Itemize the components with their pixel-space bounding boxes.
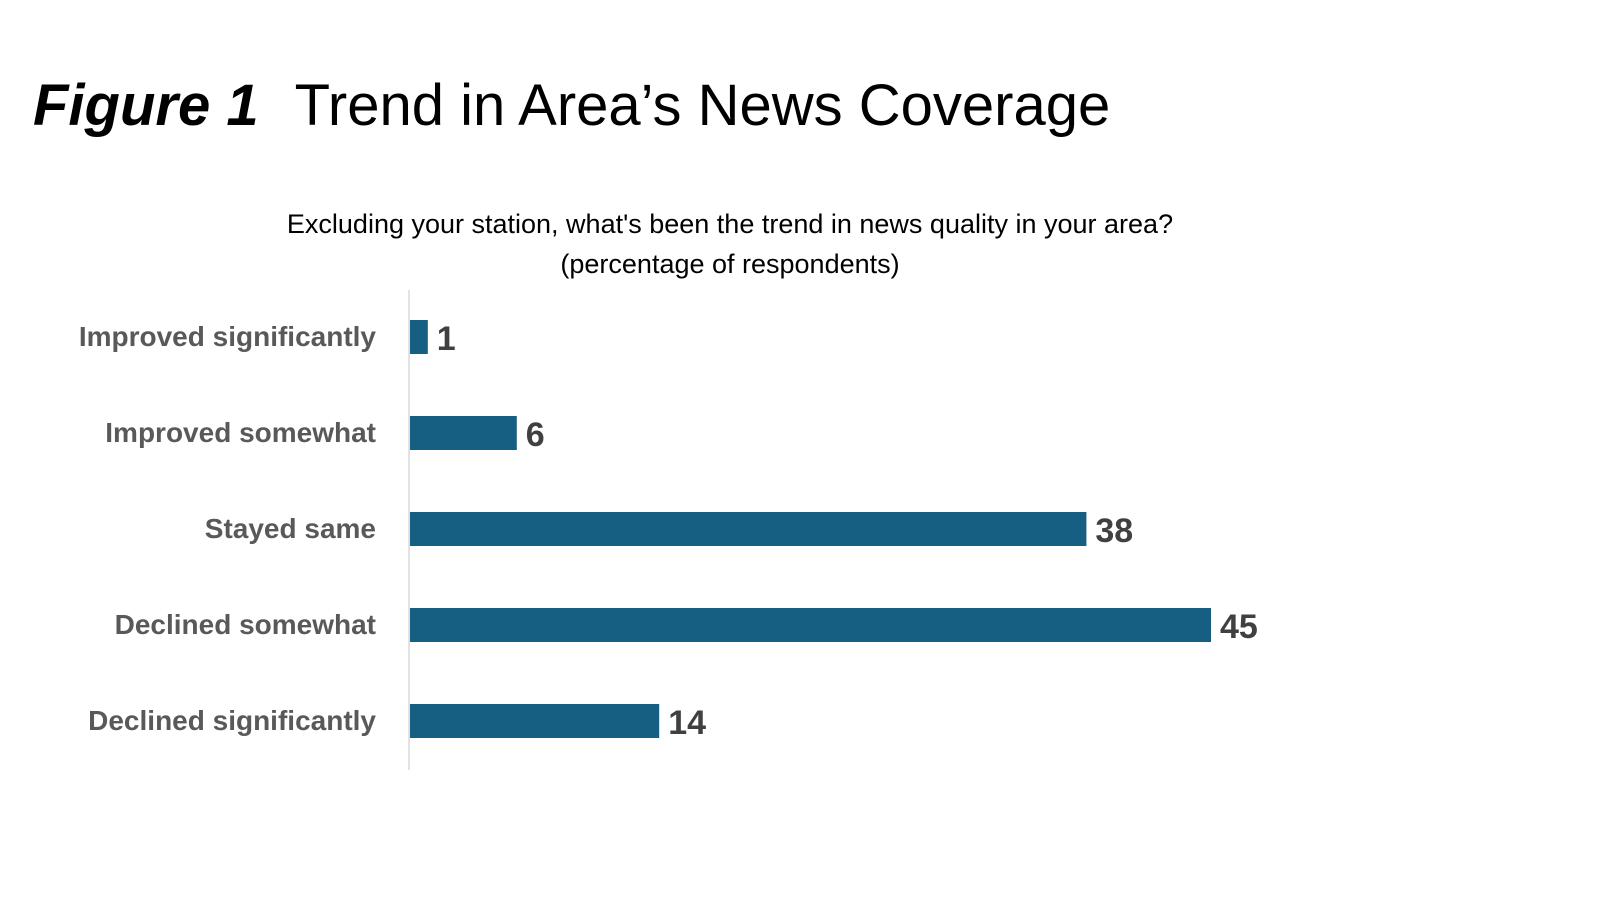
chart-subtitle: Excluding your station, what's been the … (0, 204, 1460, 284)
data-label: 6 (526, 416, 545, 454)
data-label: 38 (1095, 512, 1133, 550)
figure-label: Figure 1 (33, 73, 259, 138)
category-label: Declined significantly (88, 705, 376, 736)
data-label: 45 (1220, 608, 1258, 646)
category-label: Improved somewhat (105, 417, 376, 448)
bar (410, 320, 428, 354)
category-label: Declined somewhat (115, 609, 376, 640)
category-label: Improved significantly (79, 321, 377, 352)
figure-title-text: Trend in Area’s News Coverage (294, 73, 1111, 138)
bar (410, 704, 660, 738)
subtitle-line-1: Excluding your station, what's been the … (286, 209, 1174, 239)
bar (410, 416, 517, 450)
figure-title: Figure 1 Trend in Area’s News Coverage (33, 72, 1110, 139)
data-label: 14 (668, 704, 706, 742)
bar (410, 512, 1087, 546)
category-label: Stayed same (205, 513, 376, 544)
bar (410, 608, 1211, 642)
data-label: 1 (437, 320, 456, 358)
subtitle-line-2: (percentage of respondents) (560, 249, 900, 279)
